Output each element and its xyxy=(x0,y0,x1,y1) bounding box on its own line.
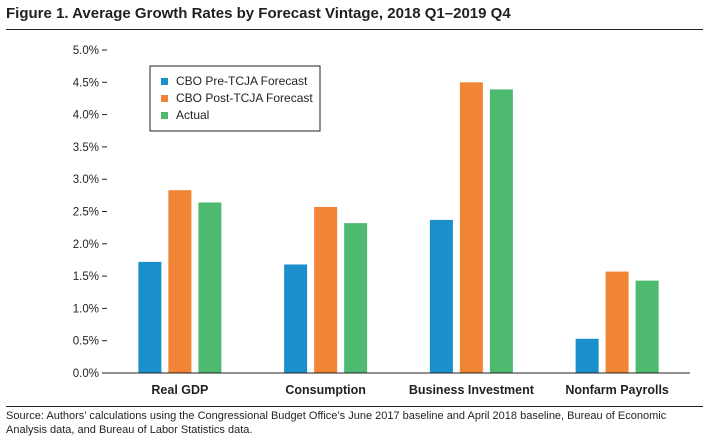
category-label: Business Investment xyxy=(409,383,535,397)
y-tick-label: 0.5% xyxy=(73,336,99,348)
y-tick-label: 3.0% xyxy=(73,174,99,186)
figure-title: Figure 1. Average Growth Rates by Foreca… xyxy=(6,5,511,22)
bar-actual-real-gdp xyxy=(198,202,222,373)
bar-series xyxy=(138,82,659,374)
source-note: Source: Authors’ calculations using the … xyxy=(6,410,667,436)
bar-chart: 0.0% 0.5% 1.0% 1.5% 2.0% 2.5% 3.0% 3.5% 4.0% 4.5%… xyxy=(73,45,690,397)
legend-label: Actual xyxy=(176,108,209,122)
y-tick-label: 4.0% xyxy=(73,110,99,122)
y-tick-label: 5.0% xyxy=(73,45,99,57)
legend-box xyxy=(149,65,321,132)
y-tick-label: 2.5% xyxy=(73,207,99,219)
bar-actual-consumption xyxy=(344,223,368,373)
bar-cbo-pre-tcja-forecast-real-gdp xyxy=(138,261,162,373)
y-tick-label: 1.5% xyxy=(73,271,99,283)
y-axis-labels: 0.0% 0.5% 1.0% 1.5% 2.0% 2.5% 3.0% 3.5% 4.0% 4.5%… xyxy=(73,45,99,380)
legend-swatch xyxy=(161,95,168,102)
title-divider xyxy=(6,29,703,30)
source-divider xyxy=(6,406,703,407)
legend-label: CBO Pre-TCJA Forecast xyxy=(176,74,308,88)
bar-cbo-pre-tcja-forecast-business-investment xyxy=(429,219,453,373)
legend: CBO Pre-TCJA Forecast CBO Post-TCJA Forec… xyxy=(149,65,321,132)
bar-actual-nonfarm-payrolls xyxy=(635,280,659,373)
category-label: Consumption xyxy=(285,383,366,397)
bar-cbo-pre-tcja-forecast-consumption xyxy=(284,264,308,373)
category-label: Real GDP xyxy=(151,383,208,397)
bar-cbo-post-tcja-forecast-real-gdp xyxy=(168,190,192,373)
bar-cbo-post-tcja-forecast-nonfarm-payrolls xyxy=(605,271,629,373)
legend-swatch xyxy=(161,112,168,119)
y-tick-label: 3.5% xyxy=(73,142,99,154)
category-labels: Real GDP Consumption Business Investment No… xyxy=(151,383,669,397)
bar-cbo-post-tcja-forecast-consumption xyxy=(314,206,338,373)
y-axis-ticks xyxy=(102,49,107,374)
bar-cbo-post-tcja-forecast-business-investment xyxy=(459,82,483,374)
y-tick-label: 2.0% xyxy=(73,239,99,251)
y-tick-label: 0.0% xyxy=(73,368,99,380)
bar-cbo-pre-tcja-forecast-nonfarm-payrolls xyxy=(575,338,599,373)
bar-actual-business-investment xyxy=(489,89,513,373)
y-tick-label: 1.0% xyxy=(73,303,99,315)
y-tick-label: 4.5% xyxy=(73,77,99,89)
legend-label: CBO Post-TCJA Forecast xyxy=(176,91,313,105)
legend-swatch xyxy=(161,78,168,85)
category-label: Nonfarm Payrolls xyxy=(565,383,669,397)
